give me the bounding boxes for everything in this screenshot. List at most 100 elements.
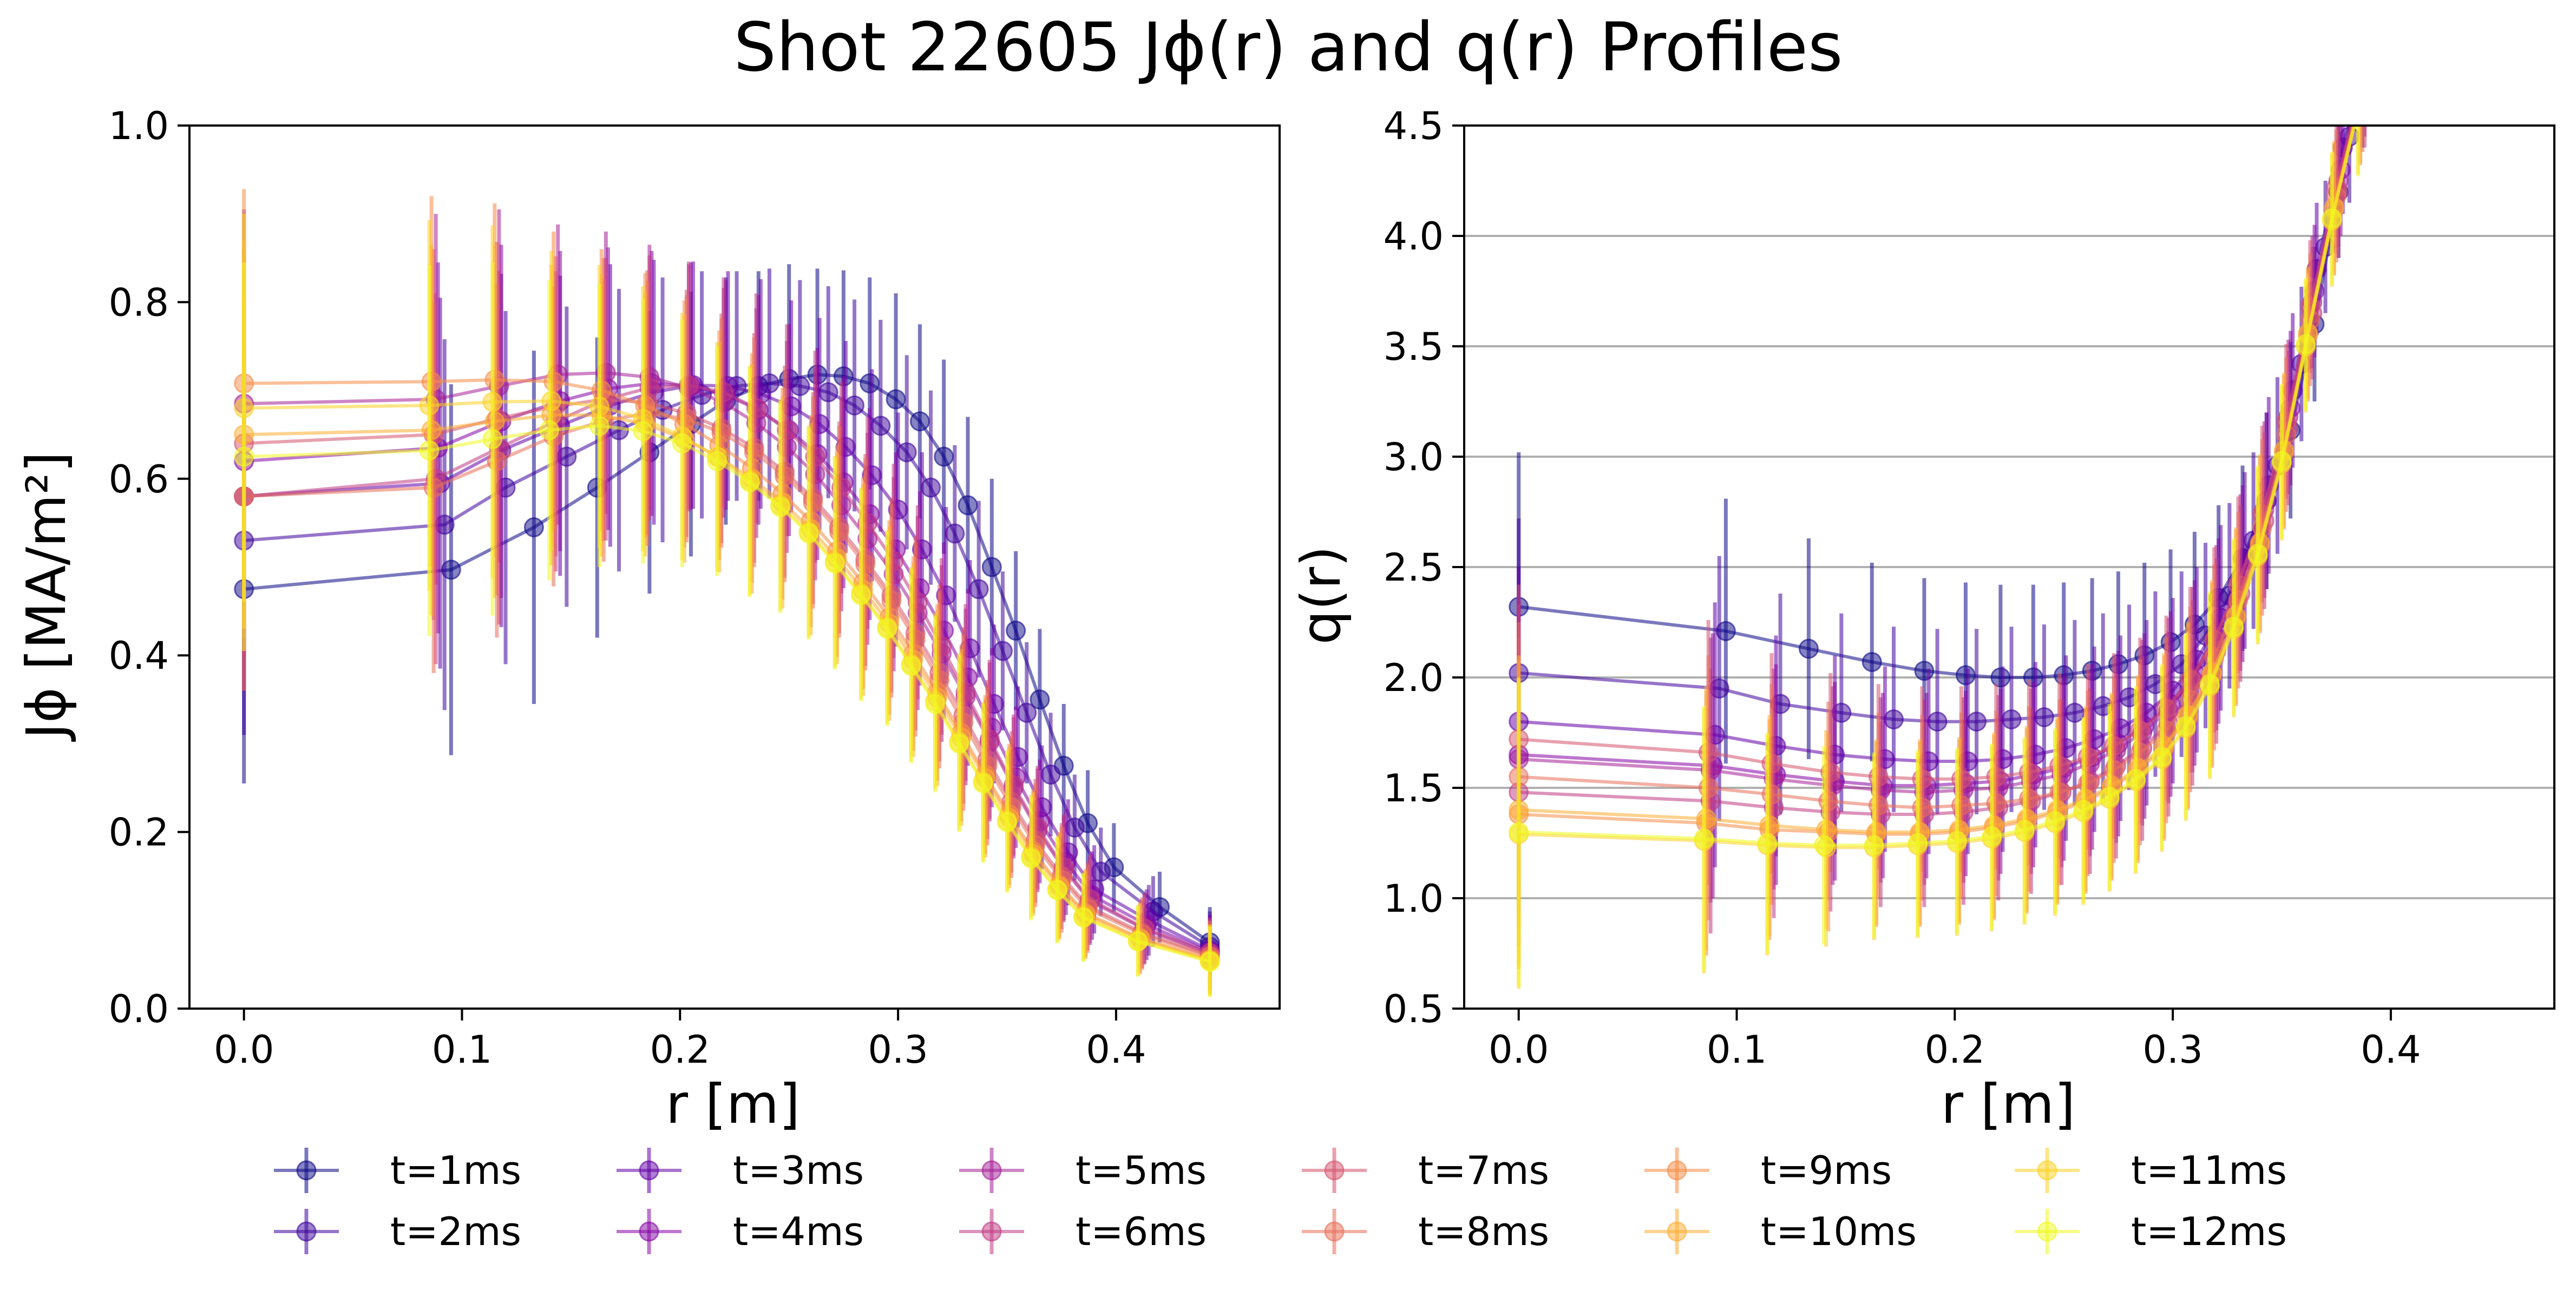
data-point xyxy=(1967,712,1987,732)
legend-label: t=3ms xyxy=(733,1148,864,1193)
data-point xyxy=(829,522,849,542)
data-point xyxy=(1199,952,1220,972)
x-tick-label: 0.2 xyxy=(1925,1028,1985,1072)
plot-area xyxy=(234,189,1220,997)
y-tick-label: 2.0 xyxy=(1384,656,1444,700)
data-point xyxy=(1759,815,1780,835)
data-point xyxy=(925,694,946,714)
x-tick-label: 0.1 xyxy=(1707,1028,1767,1072)
legend-label: t=1ms xyxy=(390,1148,521,1193)
data-point xyxy=(1696,808,1716,829)
data-point xyxy=(2126,769,2146,789)
data-point xyxy=(2354,77,2372,95)
legend-item-t=6ms: t=6ms xyxy=(959,1209,1207,1254)
legend-item-t=1ms: t=1ms xyxy=(274,1148,521,1193)
legend-label: t=11ms xyxy=(2131,1148,2287,1193)
series-t=12ms xyxy=(234,262,1220,997)
data-point xyxy=(2073,800,2094,820)
data-point xyxy=(1927,712,1948,732)
data-point xyxy=(790,376,810,396)
data-point xyxy=(707,451,727,471)
data-point xyxy=(2358,50,2376,69)
x-tick-label: 0.3 xyxy=(868,1028,928,1072)
data-point xyxy=(1021,848,1041,869)
series-t=1ms xyxy=(1509,126,2365,771)
data-point xyxy=(2014,820,2035,840)
x-tick-label: 0.2 xyxy=(650,1028,710,1072)
axes-frame xyxy=(188,124,1281,1010)
series-t=12ms xyxy=(1509,126,2360,987)
data-point xyxy=(1912,798,1932,818)
plot-area xyxy=(1509,28,2385,989)
data-point xyxy=(860,373,880,394)
data-point xyxy=(934,446,954,467)
data-point xyxy=(1990,667,2011,688)
left-ylabel: Jϕ [MA/m²] xyxy=(15,451,78,742)
series-line xyxy=(1518,126,2355,809)
legend-item-t=3ms: t=3ms xyxy=(617,1148,864,1193)
data-point xyxy=(1864,835,1884,855)
x-tick-label: 0.0 xyxy=(1489,1028,1549,1072)
data-point xyxy=(2224,616,2244,637)
data-point xyxy=(1955,665,1976,686)
legend-item-t=10ms: t=10ms xyxy=(1644,1209,1917,1254)
data-point xyxy=(1030,689,1050,710)
data-point xyxy=(896,442,917,463)
legend-item-t=7ms: t=7ms xyxy=(1302,1148,1549,1193)
data-point xyxy=(543,371,564,392)
x-tick-label: 0.1 xyxy=(432,1028,492,1072)
data-point xyxy=(992,641,1013,661)
data-point xyxy=(1128,931,1148,952)
data-point xyxy=(539,420,560,440)
series-t=3ms xyxy=(1509,39,2378,877)
data-point xyxy=(484,411,505,432)
data-point xyxy=(423,477,444,498)
data-point xyxy=(973,773,993,794)
y-tick-label: 1.0 xyxy=(109,104,169,148)
legend-label: t=7ms xyxy=(1418,1148,1549,1193)
data-point xyxy=(1868,795,1889,816)
data-point xyxy=(855,554,876,575)
data-point xyxy=(523,517,544,538)
data-point xyxy=(1982,826,2002,847)
data-point xyxy=(901,656,921,676)
data-point xyxy=(2049,782,2070,802)
series-line xyxy=(1518,126,2354,723)
y-tick-label: 1.5 xyxy=(1384,766,1444,811)
data-point xyxy=(234,446,254,467)
legend-label: t=12ms xyxy=(2131,1209,2287,1254)
data-point xyxy=(2152,747,2172,767)
data-point xyxy=(870,416,891,436)
legend: t=1ms t=2ms t=3ms t=4ms t=5ms t=6ms t=7ms t=8ms… xyxy=(274,1148,2287,1254)
legend-label: t=6ms xyxy=(1076,1209,1207,1254)
y-tick-label: 4.5 xyxy=(1384,104,1444,148)
legend-label: t=9ms xyxy=(1761,1148,1892,1193)
data-point xyxy=(1908,833,1928,853)
data-point xyxy=(2175,716,2196,736)
data-point xyxy=(881,590,902,611)
data-point xyxy=(1509,822,1529,842)
data-point xyxy=(798,523,819,544)
data-point xyxy=(2356,61,2374,80)
x-tick-label: 0.3 xyxy=(2142,1028,2203,1072)
data-point xyxy=(1694,828,1714,849)
data-point xyxy=(1951,795,1971,816)
y-tick-label: 0.2 xyxy=(109,811,169,855)
data-point xyxy=(877,618,897,639)
data-point xyxy=(909,411,930,432)
data-point xyxy=(1814,835,1834,855)
data-point xyxy=(968,579,989,600)
legend-item-t=5ms: t=5ms xyxy=(959,1148,1207,1193)
data-point xyxy=(2360,39,2378,57)
data-point xyxy=(2099,786,2120,807)
legend-item-t=11ms: t=11ms xyxy=(2015,1148,2287,1193)
data-point xyxy=(803,492,823,513)
data-point xyxy=(2351,90,2370,108)
data-point xyxy=(844,395,865,416)
data-point xyxy=(2367,28,2385,47)
series-line xyxy=(1518,126,2356,847)
data-point xyxy=(2322,208,2342,228)
data-point xyxy=(1884,709,1904,730)
legend-label: t=4ms xyxy=(733,1209,864,1254)
